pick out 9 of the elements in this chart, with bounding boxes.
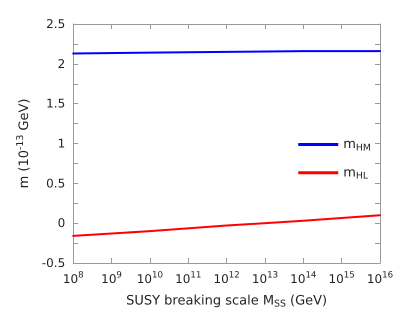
y-tick-label: 2 — [58, 56, 66, 71]
y-tick-label: 1 — [58, 136, 66, 150]
line-series — [72, 214, 381, 237]
y-tick-label: 2.5 — [46, 17, 66, 31]
y-tick-label: -0.5 — [42, 256, 66, 270]
y-tick-label: 1.5 — [46, 96, 66, 111]
y-tick-label: 0 — [58, 216, 66, 230]
y-tick-label: 0.5 — [46, 176, 66, 190]
y-axis-title: m (10-13 GeV) — [15, 98, 32, 188]
